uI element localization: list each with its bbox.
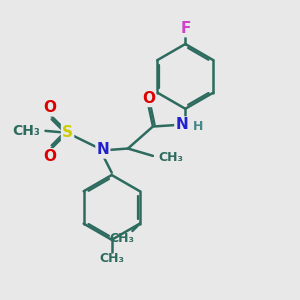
Text: H: H — [193, 120, 203, 133]
Text: F: F — [180, 21, 190, 36]
Text: N: N — [176, 118, 188, 133]
Text: CH₃: CH₃ — [159, 151, 184, 164]
Text: CH₃: CH₃ — [110, 232, 135, 245]
Text: CH₃: CH₃ — [12, 124, 40, 138]
Text: O: O — [44, 100, 56, 116]
Text: CH₃: CH₃ — [99, 252, 124, 266]
Text: O: O — [142, 91, 155, 106]
Text: S: S — [62, 125, 73, 140]
Text: O: O — [44, 149, 56, 164]
Text: N: N — [97, 142, 109, 158]
